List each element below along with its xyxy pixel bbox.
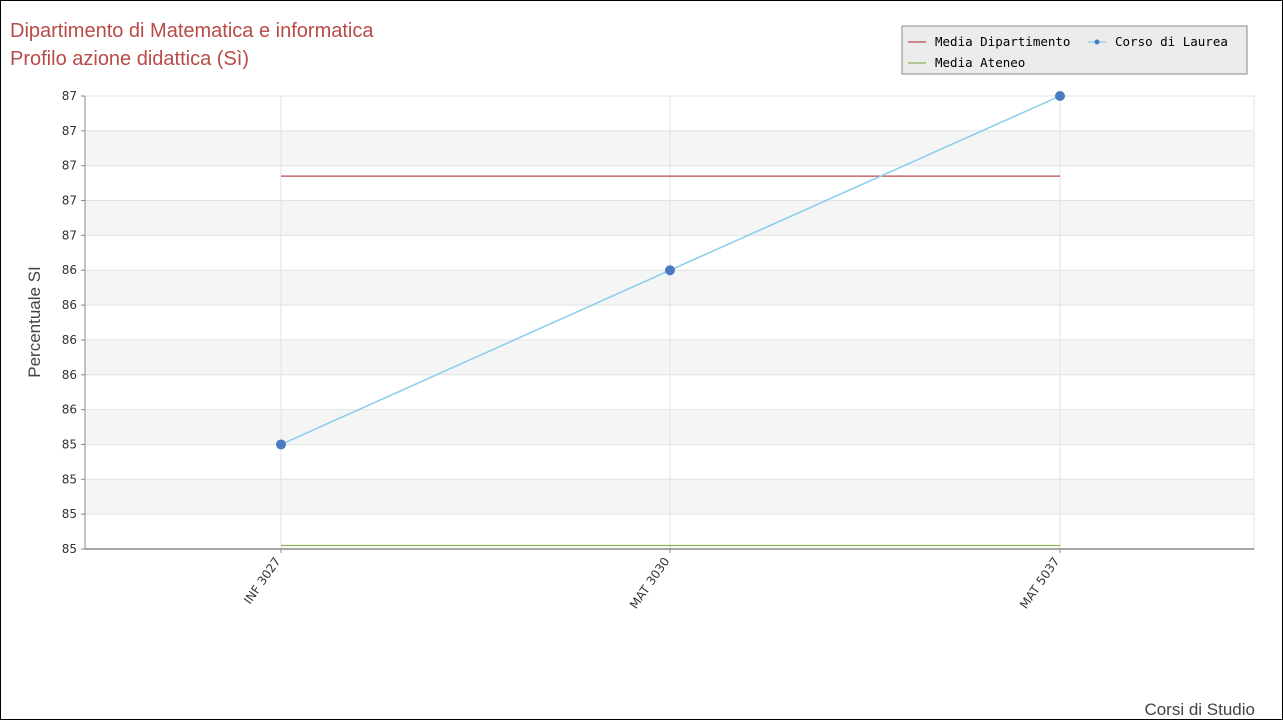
- legend-label-media-ateneo: Media Ateneo: [935, 55, 1025, 70]
- y-tick-label: 87: [62, 228, 77, 242]
- data-point-corso-di-laurea: [276, 439, 286, 450]
- x-tick-labels: INF 3027 MAT 3030 MAT 5037: [241, 555, 1062, 612]
- y-tick-label: 87: [62, 194, 77, 208]
- x-tick-label: INF 3027: [241, 555, 283, 607]
- y-tick-label: 87: [62, 89, 77, 103]
- legend-label-media-dipartimento: Media Dipartimento: [935, 34, 1070, 49]
- y-tick-label: 86: [62, 368, 77, 382]
- y-tick-label: 86: [62, 333, 77, 347]
- y-tick-label: 85: [62, 507, 77, 521]
- plot-series: [276, 91, 1065, 547]
- y-tick-label: 86: [62, 298, 77, 312]
- chart-subtitle: Profilo azione didattica (Sì): [10, 48, 249, 70]
- y-tick-label: 85: [62, 472, 77, 486]
- y-tick-label: 85: [62, 437, 77, 451]
- x-tick-label: MAT 5037: [1017, 555, 1062, 612]
- y-tick-label: 86: [62, 263, 77, 277]
- y-tick-label: 86: [62, 403, 77, 417]
- y-tick-labels: 85 85 85 85 86 86 86 86 86 87 87 87 87 87: [62, 89, 77, 556]
- y-tick-label: 87: [62, 124, 77, 138]
- legend-box: [901, 25, 1248, 75]
- data-point-corso-di-laurea: [665, 265, 675, 276]
- y-tick-label: 87: [62, 159, 77, 173]
- plot-axes: [81, 95, 1254, 553]
- y-tick-label: 85: [62, 542, 77, 556]
- data-point-corso-di-laurea: [1055, 91, 1065, 101]
- x-axis-title: Corsi di Studio: [1144, 700, 1255, 719]
- x-tick-label: MAT 3030: [627, 555, 672, 612]
- chart-title: Dipartimento di Matematica e informatica: [10, 20, 374, 42]
- y-axis-title: Percentuale SI: [25, 266, 44, 378]
- chart-legend: Media Dipartimento Corso di Laurea Media…: [901, 25, 1248, 75]
- legend-marker-corso-di-laurea: [1094, 39, 1100, 45]
- legend-label-corso-di-laurea: Corso di Laurea: [1115, 34, 1228, 49]
